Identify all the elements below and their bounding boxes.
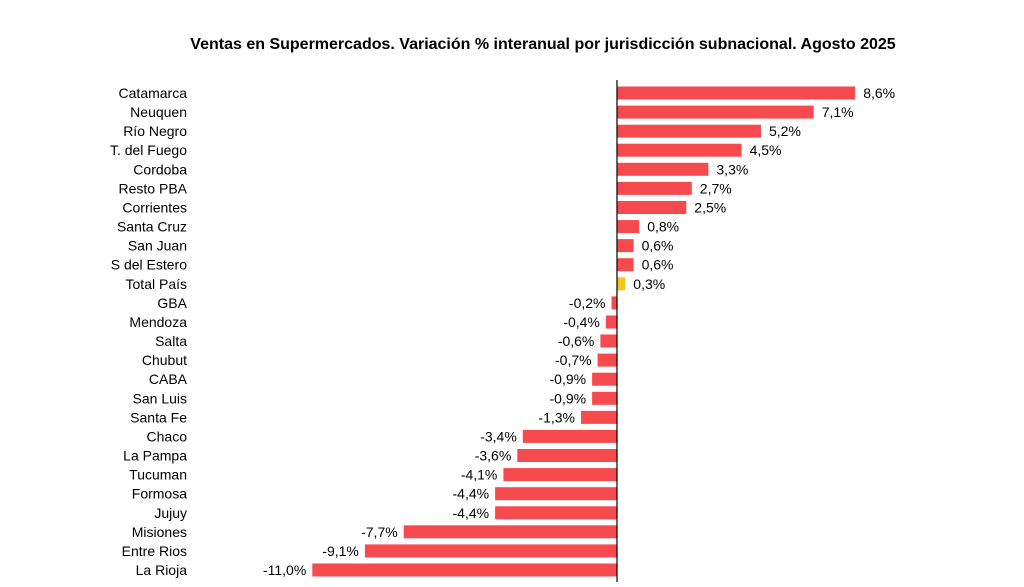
category-label-entre-rios: Entre Rios	[122, 543, 187, 559]
bar-corrientes	[617, 201, 687, 214]
bar-la-pampa	[517, 449, 617, 462]
value-label-la-rioja: -11,0%	[263, 562, 306, 578]
category-label-misiones: Misiones	[132, 524, 187, 540]
value-label-san-juan: 0,6%	[642, 238, 674, 254]
bar-salta	[600, 334, 617, 348]
value-label-la-pampa: -3,6%	[475, 448, 512, 464]
value-label-neuquen: 7,1%	[822, 104, 854, 120]
bar-rio-negro	[617, 124, 761, 138]
category-label-total-pais: Total País	[126, 276, 187, 292]
category-label-gba: GBA	[157, 295, 187, 311]
value-label-mendoza: -0,4%	[563, 314, 600, 330]
value-label-salta: -0,6%	[558, 333, 595, 349]
bars-group	[312, 86, 856, 577]
category-label-san-juan: San Juan	[128, 238, 187, 254]
bar-san-luis	[592, 391, 617, 405]
category-label-jujuy: Jujuy	[154, 505, 187, 521]
bar-misiones	[403, 525, 617, 539]
value-label-formosa: -4,4%	[453, 486, 490, 502]
category-label-resto-pba: Resto PBA	[119, 180, 188, 196]
bar-t-del-fuego	[617, 143, 742, 157]
category-label-tucuman: Tucuman	[129, 467, 187, 483]
category-label-chaco: Chaco	[147, 428, 188, 444]
value-label-misiones: -7,7%	[361, 524, 398, 540]
bar-la-rioja	[312, 563, 617, 577]
bar-mendoza	[605, 315, 617, 329]
bar-total-pais	[617, 277, 626, 291]
bar-santa-fe	[581, 410, 617, 424]
bar-chubut	[597, 353, 617, 367]
bar-cordoba	[617, 162, 709, 176]
category-label-catamarca: Catamarca	[119, 85, 188, 101]
category-label-rio-negro: Río Negro	[123, 123, 187, 139]
category-label-san-luis: San Luis	[133, 390, 187, 406]
bar-resto-pba	[617, 181, 692, 195]
category-labels: Catamarca Neuquen Río Negro T. del Fuego Cor…	[110, 85, 188, 578]
category-label-neuquen: Neuquen	[130, 104, 187, 120]
category-label-salta: Salta	[155, 333, 187, 349]
value-label-total-pais: 0,3%	[633, 276, 665, 292]
bar-formosa	[495, 487, 617, 501]
bar-santa-cruz	[617, 220, 640, 234]
value-label-gba: -0,2%	[569, 295, 606, 311]
chart-title: Ventas en Supermercados. Variación % int…	[190, 36, 896, 53]
category-label-t-del-fuego: T. del Fuego	[110, 142, 187, 158]
category-label-santa-cruz: Santa Cruz	[117, 219, 187, 235]
category-label-corrientes: Corrientes	[122, 200, 187, 216]
category-label-mendoza: Mendoza	[129, 314, 187, 330]
value-label-rio-negro: 5,2%	[769, 123, 801, 139]
value-label-chubut: -0,7%	[555, 352, 592, 368]
value-label-s-del-estero: 0,6%	[642, 257, 674, 273]
value-label-tucuman: -4,1%	[461, 467, 498, 483]
bar-catamarca	[617, 86, 856, 100]
value-labels: 8,6% 7,1% 5,2% 4,5%3,3% 2,7% 2,5% 0,8% 0,6% 0,6%…	[263, 85, 895, 578]
bar-tucuman	[503, 468, 617, 482]
category-label-caba: CABA	[149, 371, 188, 387]
bar-neuquen	[617, 105, 814, 119]
value-label-santa-fe: -1,3%	[538, 409, 575, 425]
category-label-chubut: Chubut	[142, 352, 187, 368]
bar-gba	[611, 296, 617, 310]
value-label-chaco: -3,4%	[480, 428, 517, 444]
bar-s-del-estero	[617, 258, 634, 272]
value-label-san-luis: -0,9%	[550, 390, 587, 406]
bar-chaco	[522, 429, 617, 443]
bar-caba	[592, 372, 617, 386]
value-label-corrientes: 2,5%	[694, 200, 726, 216]
value-label-caba: -0,9%	[550, 371, 587, 387]
bar-entre-rios	[364, 544, 617, 558]
category-label-s-del-estero: S del Estero	[111, 257, 187, 273]
value-label-resto-pba: 2,7%	[700, 180, 732, 196]
bar-jujuy	[495, 506, 617, 520]
category-label-la-rioja: La Rioja	[136, 562, 188, 578]
category-label-formosa: Formosa	[132, 486, 187, 502]
value-label-jujuy: -4,4%	[453, 505, 490, 521]
bar-san-juan	[617, 239, 634, 253]
value-label-catamarca: 8,6%	[863, 85, 895, 101]
value-label-t-del-fuego: 4,5%	[750, 142, 782, 158]
value-label-cordoba: 3,3%	[716, 161, 748, 177]
value-label-santa-cruz: 0,8%	[647, 219, 679, 235]
value-label-entre-rios: -9,1%	[322, 543, 359, 559]
category-label-cordoba: Cordoba	[133, 161, 187, 177]
category-label-la-pampa: La Pampa	[123, 448, 187, 464]
category-label-santa-fe: Santa Fe	[130, 409, 187, 425]
